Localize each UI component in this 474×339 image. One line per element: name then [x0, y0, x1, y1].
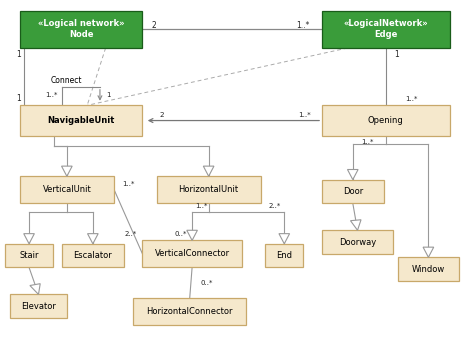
Polygon shape: [203, 166, 214, 176]
Text: 1..*: 1..*: [46, 92, 58, 98]
FancyBboxPatch shape: [19, 105, 143, 136]
Polygon shape: [30, 284, 40, 294]
FancyBboxPatch shape: [156, 176, 261, 203]
FancyBboxPatch shape: [398, 257, 459, 281]
FancyBboxPatch shape: [143, 240, 242, 267]
Polygon shape: [88, 234, 98, 244]
Text: 2: 2: [152, 21, 157, 30]
FancyBboxPatch shape: [19, 11, 143, 48]
Text: VerticalConnector: VerticalConnector: [155, 250, 230, 258]
FancyBboxPatch shape: [10, 294, 67, 318]
Text: HorizontalConnector: HorizontalConnector: [146, 307, 233, 316]
Text: 1: 1: [106, 92, 111, 98]
Polygon shape: [279, 234, 290, 244]
Text: 1: 1: [394, 49, 399, 59]
Polygon shape: [423, 247, 434, 257]
Text: Door: Door: [343, 187, 363, 196]
FancyBboxPatch shape: [322, 230, 393, 254]
Text: 1..*: 1..*: [122, 181, 135, 187]
Polygon shape: [24, 234, 35, 244]
Text: VerticalUnit: VerticalUnit: [43, 185, 91, 194]
Text: Elevator: Elevator: [21, 302, 56, 311]
Text: 2..*: 2..*: [125, 231, 137, 237]
Text: 1..*: 1..*: [298, 113, 310, 119]
Text: NavigableUnit: NavigableUnit: [47, 116, 115, 125]
Text: Escalator: Escalator: [73, 251, 112, 260]
Text: Window: Window: [412, 265, 445, 274]
Text: 1: 1: [16, 50, 21, 59]
Text: «Logical network»
Node: «Logical network» Node: [38, 19, 124, 39]
Text: HorizontalUnit: HorizontalUnit: [179, 185, 239, 194]
FancyBboxPatch shape: [62, 244, 124, 267]
FancyBboxPatch shape: [322, 180, 383, 203]
Text: 1..*: 1..*: [361, 139, 373, 145]
Text: End: End: [276, 251, 292, 260]
Polygon shape: [347, 170, 358, 180]
Text: Opening: Opening: [368, 116, 404, 125]
Text: Doorway: Doorway: [339, 238, 376, 246]
Text: Stair: Stair: [19, 251, 39, 260]
Text: 1..*: 1..*: [296, 21, 310, 30]
Polygon shape: [187, 230, 197, 240]
FancyBboxPatch shape: [19, 176, 114, 203]
Text: 1..*: 1..*: [195, 203, 208, 209]
Text: 0..*: 0..*: [200, 280, 212, 285]
Text: «LogicalNetwork»
Edge: «LogicalNetwork» Edge: [344, 19, 428, 39]
FancyBboxPatch shape: [265, 244, 303, 267]
Polygon shape: [62, 166, 72, 176]
FancyBboxPatch shape: [5, 244, 53, 267]
Text: 1..*: 1..*: [406, 96, 418, 102]
Text: 2: 2: [159, 113, 164, 119]
FancyBboxPatch shape: [322, 11, 450, 48]
Text: 0..*: 0..*: [174, 231, 186, 237]
Text: Connect: Connect: [51, 76, 82, 84]
Text: 1: 1: [16, 94, 21, 103]
Polygon shape: [350, 220, 361, 230]
Text: 2..*: 2..*: [269, 203, 281, 209]
FancyBboxPatch shape: [133, 298, 246, 325]
FancyBboxPatch shape: [322, 105, 450, 136]
